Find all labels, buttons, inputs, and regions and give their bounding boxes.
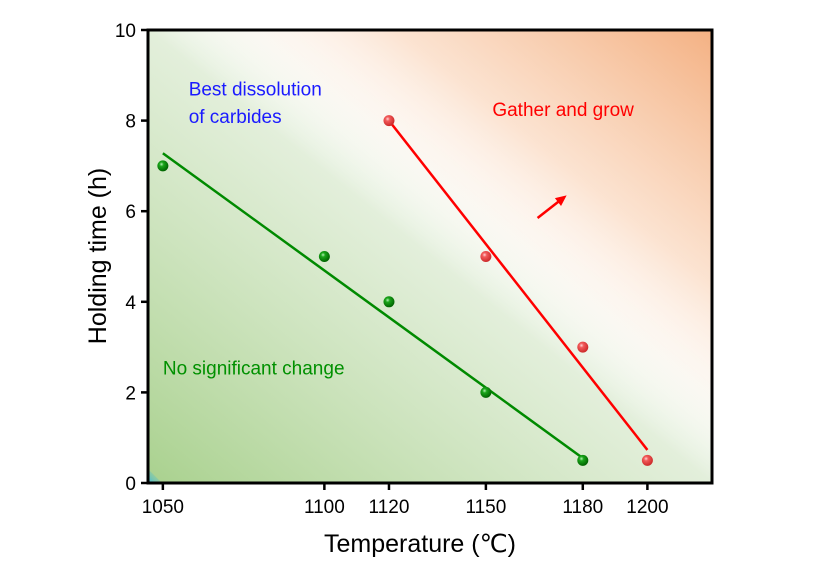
annotation-best-dissolution: Best dissolution	[189, 80, 322, 101]
annotation-no-significant-change: No significant change	[163, 358, 345, 379]
y-tick-label: 2	[125, 383, 136, 404]
red-data-point	[577, 341, 589, 353]
green-data-point	[577, 454, 589, 466]
plot-frame	[146, 28, 714, 485]
x-tick-label: 1180	[562, 497, 603, 518]
x-tick-label: 1050	[142, 497, 184, 518]
green-data-point	[157, 160, 169, 172]
annotation-gather-and-grow: Gather and grow	[492, 100, 634, 121]
annotation-of-carbides: of carbides	[189, 107, 282, 128]
y-tick-label: 6	[125, 202, 136, 223]
red-data-point	[641, 454, 653, 466]
red-data-point	[383, 115, 395, 127]
green-data-point	[318, 251, 330, 262]
green-data-point	[480, 386, 492, 398]
plot-background	[148, 30, 712, 483]
y-tick-label: 10	[115, 21, 136, 42]
green-fit-line	[162, 152, 584, 460]
red-fit-line	[387, 119, 649, 451]
growth-arrow	[536, 195, 567, 219]
x-axis-title: Temperature (℃)	[324, 530, 516, 558]
data-points	[157, 115, 653, 466]
red-data-point	[480, 251, 492, 262]
y-axis-title: Holding time (h)	[84, 168, 112, 344]
x-axis-ticks: 1050 1100 1120 1150 1180 1200	[142, 483, 669, 518]
orange-region-gradient	[148, 30, 712, 483]
green-data-point	[383, 296, 395, 308]
blue-corner-gradient	[148, 469, 162, 483]
y-tick-label: 0	[125, 474, 136, 495]
x-tick-label: 1200	[626, 497, 668, 518]
y-tick-label: 4	[125, 293, 136, 314]
y-tick-label: 8	[125, 112, 136, 133]
fit-lines	[162, 119, 649, 460]
arrow-head-icon	[554, 195, 567, 207]
annotations: Best dissolution of carbides Gather and …	[163, 80, 634, 380]
x-tick-label: 1120	[369, 497, 410, 518]
x-tick-label: 1100	[304, 497, 345, 518]
x-tick-label: 1150	[465, 497, 506, 518]
y-axis-ticks: 0 2 4 6 8 10	[115, 21, 148, 495]
